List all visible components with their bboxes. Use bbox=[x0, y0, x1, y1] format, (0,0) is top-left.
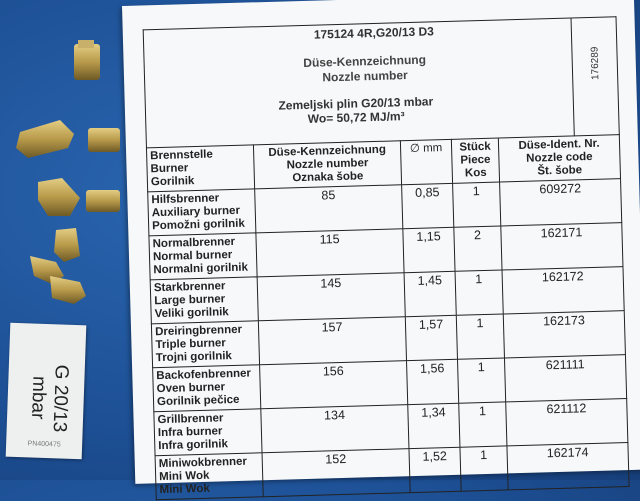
cell-text: 1,56 bbox=[406, 359, 459, 405]
nozzle bbox=[74, 40, 100, 80]
cell-text: 162171 bbox=[500, 222, 623, 270]
cell-text: 2 bbox=[453, 226, 503, 272]
cell-text: 621111 bbox=[504, 354, 627, 402]
cell-text: 1 bbox=[458, 401, 507, 448]
nozzle-table: Brennstelle Burner Gorilnik Düse-Kennzeich… bbox=[146, 134, 630, 500]
cell-text: Pomožni gorilnik bbox=[151, 217, 245, 233]
cell-text: ∅ mm bbox=[409, 142, 443, 156]
sheet-title: 175124 4R,G20/13 D3 bbox=[313, 24, 435, 42]
cell-text: 1,34 bbox=[407, 403, 460, 449]
sheet-header: 175124 4R,G20/13 D3 Düse-Kennzeichnung N… bbox=[142, 16, 620, 149]
nozzle bbox=[16, 120, 74, 158]
cell-text: Piece bbox=[460, 153, 491, 167]
cell-text: 609272 bbox=[499, 178, 622, 227]
side-number: 176289 bbox=[589, 46, 602, 81]
cell-text: 162172 bbox=[502, 266, 625, 314]
cell-text: 162173 bbox=[503, 310, 626, 358]
cell-text: Št. šobe bbox=[537, 164, 583, 178]
label-code: PN400475 bbox=[27, 440, 61, 449]
cell-text: 1,57 bbox=[405, 315, 458, 361]
cell-text: 1 bbox=[459, 445, 509, 492]
gas-type-label: G 20/13 mbar PN400475 bbox=[5, 322, 87, 460]
header-code: Düse-Ident. Nr. Nozzle code Št. šobe bbox=[498, 134, 621, 183]
cell-text: 152 bbox=[262, 448, 411, 497]
cell-text: Stück bbox=[459, 140, 491, 154]
brass-nozzles bbox=[16, 40, 120, 304]
nozzle bbox=[86, 190, 120, 212]
nozzle bbox=[54, 228, 80, 262]
header-piece: Stück Piece Kos bbox=[451, 138, 500, 184]
cell-text: 115 bbox=[255, 228, 405, 277]
cell-text: 1,15 bbox=[402, 227, 456, 273]
header-burner: Brennstelle Burner Gorilnik bbox=[146, 144, 255, 192]
nozzle-sheet: 175124 4R,G20/13 D3 Düse-Kennzeichnung N… bbox=[122, 0, 640, 500]
cell-text: Mini Wok bbox=[159, 482, 210, 497]
nozzle bbox=[30, 256, 64, 284]
cell-text: Kos bbox=[464, 166, 487, 180]
nozzle bbox=[88, 128, 120, 152]
cell-text: Gorilnik pečice bbox=[156, 393, 240, 409]
header-mm: ∅ mm bbox=[400, 139, 453, 185]
cell-text: 157 bbox=[258, 316, 407, 365]
cell-text: Trojni gorilnik bbox=[155, 350, 233, 365]
cell-text: Infra gorilnik bbox=[158, 438, 229, 453]
cell-text: 1,45 bbox=[404, 271, 457, 317]
cell-text: 1 bbox=[457, 357, 506, 404]
nozzle bbox=[38, 178, 80, 216]
cell-text: 1 bbox=[456, 313, 505, 360]
cell-text: Oznaka šobe bbox=[292, 170, 364, 185]
cell-text: Veliki gorilnik bbox=[154, 306, 229, 321]
cell-text: Gorilnik bbox=[150, 175, 195, 189]
cell-text: 162174 bbox=[506, 442, 630, 490]
cell-text: Normalni gorilnik bbox=[153, 261, 249, 277]
cell-text: 1 bbox=[455, 269, 504, 316]
cell-text: 621112 bbox=[505, 398, 628, 446]
cell-text: 1 bbox=[452, 182, 501, 228]
header-nozzle-number: Düse-Kennzeichnung Nozzle number Oznaka šo… bbox=[253, 140, 402, 189]
side-box: 176289 bbox=[570, 17, 619, 137]
cell-text: 145 bbox=[257, 272, 406, 321]
cell-text: 134 bbox=[260, 404, 409, 453]
cell-text: 85 bbox=[254, 184, 403, 233]
cell-text: 156 bbox=[259, 360, 408, 409]
cell-text: 1,52 bbox=[408, 447, 462, 493]
cell-text: 0,85 bbox=[401, 183, 454, 229]
label-gas-text: G 20/13 mbar bbox=[27, 364, 72, 433]
nozzle bbox=[50, 276, 86, 304]
